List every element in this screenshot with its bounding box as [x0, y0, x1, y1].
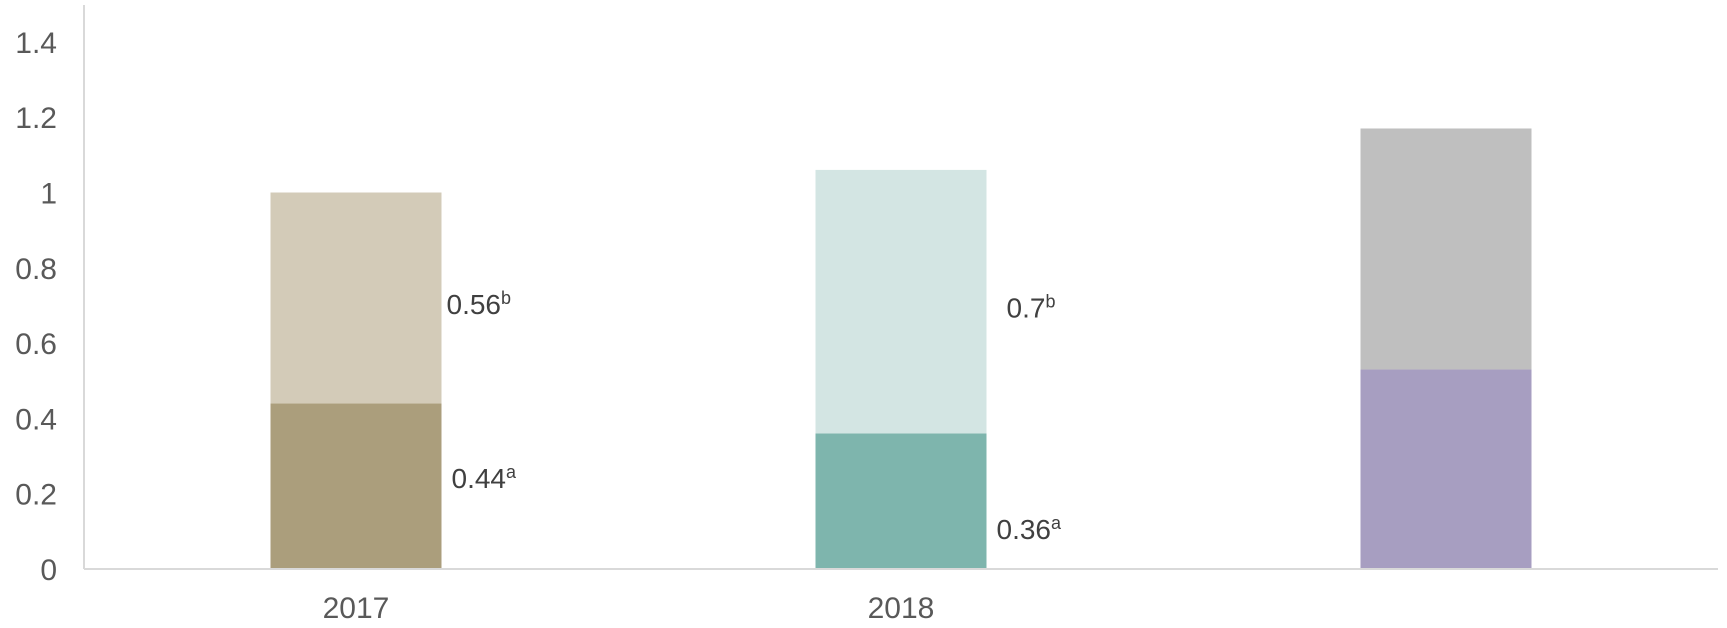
data-label: 0.7b: [1007, 292, 1056, 324]
bar-segment: [1360, 369, 1532, 569]
bar-segment: [270, 192, 442, 404]
data-label: 0.56b: [447, 288, 512, 320]
y-axis-tick-labels: 0 0.2 0.4 0.6 0.8 1 1.2 1.4: [15, 27, 57, 587]
y-tick-label: 0: [40, 554, 57, 587]
axes: [83, 5, 1718, 570]
y-tick-label: 0.8: [15, 253, 57, 286]
x-tick-label: 2017: [323, 592, 390, 625]
bar-group: [270, 128, 1532, 569]
y-tick-label: 1.2: [15, 102, 57, 135]
data-label-group: 0.44a 0.36a 0.56b 0.7b: [447, 288, 1063, 545]
data-label: 0.36a: [997, 513, 1063, 545]
y-tick-label: 0.4: [15, 403, 57, 436]
x-axis-tick-labels: 2017 2018: [323, 592, 935, 625]
x-tick-label: 2018: [868, 592, 935, 625]
data-label: 0.44a: [452, 462, 518, 494]
bar-segment: [815, 169, 987, 434]
y-tick-label: 0.2: [15, 479, 57, 512]
bar-segment: [815, 433, 987, 569]
bar-segment: [1360, 128, 1532, 370]
y-tick-label: 1: [40, 178, 57, 211]
y-tick-label: 0.6: [15, 328, 57, 361]
bar-segment: [270, 403, 442, 569]
y-tick-label: 1.4: [15, 27, 57, 60]
